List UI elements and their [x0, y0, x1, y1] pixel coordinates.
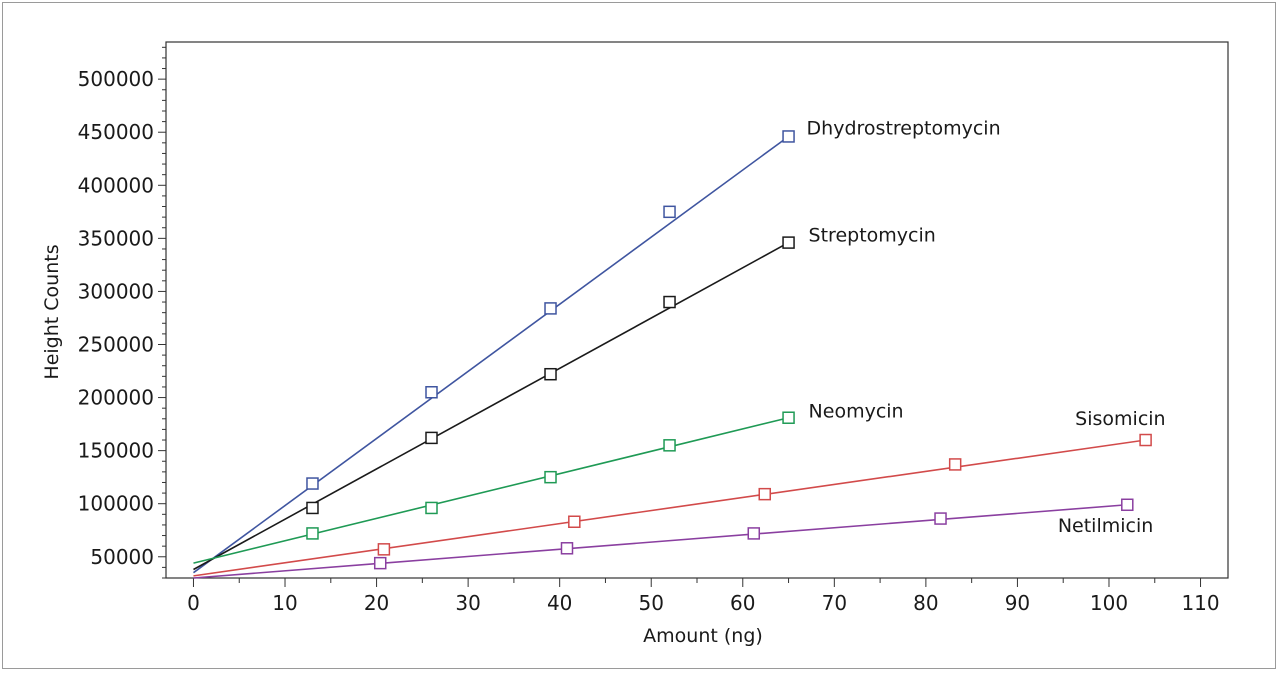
- data-point-netilmicin: [934, 512, 947, 525]
- data-point-netilmicin: [747, 527, 761, 540]
- data-point-streptomycin: [425, 431, 438, 445]
- data-point-streptomycin: [782, 236, 795, 249]
- y-tick-label: 450000: [78, 120, 154, 144]
- data-point-streptomycin: [544, 367, 557, 381]
- data-point-neomycin: [782, 411, 795, 424]
- x-axis-label: Amount (ng): [643, 625, 763, 647]
- series-label-sisomicin: Sisomicin: [1075, 408, 1165, 430]
- y-tick-label: 100000: [78, 492, 154, 516]
- x-tick-label: 80: [913, 591, 938, 615]
- y-tick-label: 300000: [78, 279, 154, 303]
- data-point-dhydrostreptomycin: [544, 302, 557, 315]
- y-axis-label: Height Counts: [41, 244, 63, 379]
- x-tick-label: 40: [547, 591, 572, 615]
- data-point-sisomicin: [1139, 433, 1152, 447]
- data-point-netilmicin: [373, 556, 387, 570]
- x-tick-label: 20: [364, 591, 389, 615]
- data-point-streptomycin: [306, 501, 319, 515]
- data-point-neomycin: [544, 470, 557, 484]
- data-point-neomycin: [425, 501, 438, 515]
- x-tick-label: 90: [1005, 591, 1030, 615]
- series-labels: Dhydrostreptomycin Streptomycin Neomycin Si…: [807, 117, 1166, 536]
- series-label-streptomycin: Streptomycin: [809, 225, 936, 247]
- x-tick-label: 50: [638, 591, 663, 615]
- x-tick-label: 10: [272, 591, 297, 615]
- data-point-neomycin: [663, 439, 676, 452]
- fit-line-streptomycin: [193, 241, 789, 571]
- fit-line-netilmicin: [193, 503, 1128, 579]
- y-tick-label: 250000: [78, 332, 154, 356]
- series-label-neomycin: Neomycin: [809, 401, 904, 423]
- x-tick-label: 110: [1181, 591, 1219, 615]
- data-point-neomycin: [306, 527, 319, 540]
- fit-line-dhydrostreptomycin: [192, 135, 790, 574]
- y-tick-label: 200000: [78, 386, 154, 410]
- series-label-netilmicin: Netilmicin: [1058, 515, 1153, 537]
- x-tick-label: 30: [455, 591, 480, 615]
- data-point-netilmicin: [1121, 498, 1134, 512]
- data-point-sisomicin: [568, 515, 581, 528]
- y-tick-label: 400000: [78, 173, 154, 197]
- data-point-dhydrostreptomycin: [306, 477, 319, 490]
- series-label-dhydrostreptomycin: Dhydrostreptomycin: [807, 117, 1001, 139]
- data-point-sisomicin: [948, 458, 962, 471]
- y-tick-label: 350000: [78, 226, 154, 250]
- x-tick-label: 70: [822, 591, 847, 615]
- data-markers: [306, 130, 1152, 570]
- fit-lines: [192, 135, 1146, 579]
- fit-line-sisomicin: [193, 439, 1146, 577]
- y-tick-label: 500000: [78, 67, 154, 91]
- data-point-netilmicin: [560, 542, 574, 555]
- data-point-dhydrostreptomycin: [663, 205, 676, 219]
- y-tick-label: 150000: [78, 439, 154, 463]
- y-tick-label: 50000: [90, 545, 154, 569]
- x-tick-label: 100: [1090, 591, 1128, 615]
- data-point-sisomicin: [377, 543, 391, 556]
- axes: 50000 100000 150000 200000 250000 300000 35000…: [78, 41, 1229, 615]
- x-tick-label: 60: [730, 591, 755, 615]
- data-point-dhydrostreptomycin: [425, 386, 438, 399]
- fit-line-neomycin: [193, 416, 789, 564]
- data-point-streptomycin: [663, 295, 676, 309]
- x-tick-label: 0: [187, 591, 200, 615]
- data-point-dhydrostreptomycin: [782, 130, 795, 143]
- data-point-sisomicin: [758, 487, 771, 501]
